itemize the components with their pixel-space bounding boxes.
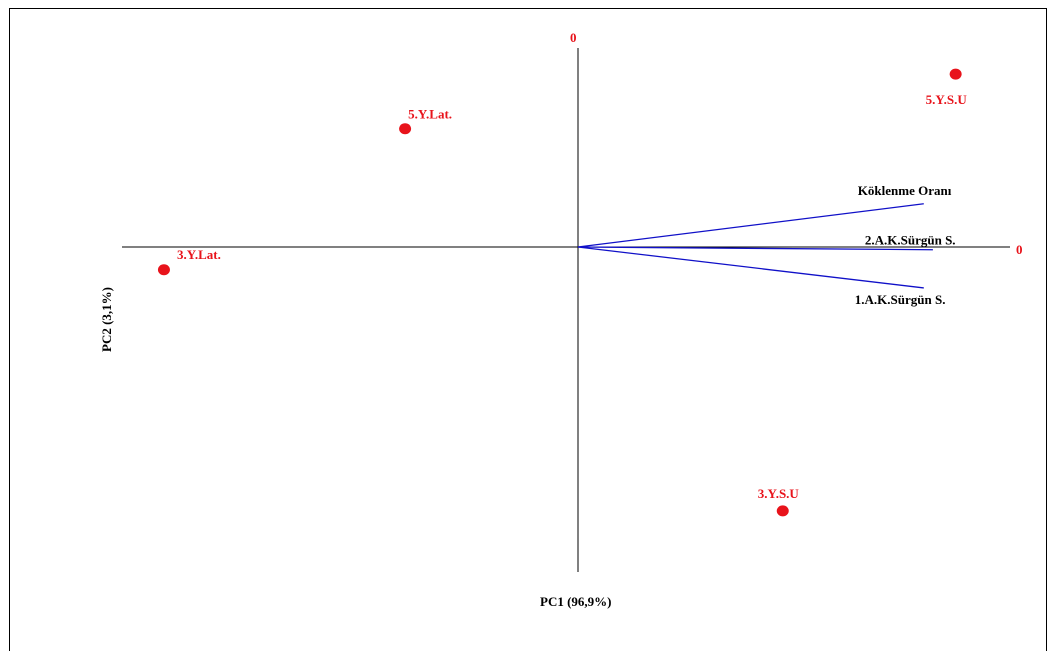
point-label: 3.Y.S.U <box>758 486 800 501</box>
chart-frame <box>9 8 1047 651</box>
loading-vector <box>577 203 924 248</box>
loading-vector <box>577 246 933 251</box>
score-points: 5.Y.Lat. 5.Y.S.U 3.Y.Lat. 3.Y.S.U <box>157 68 968 517</box>
x-axis-label: PC1 (96,9%) <box>540 594 612 609</box>
score-point <box>776 505 789 517</box>
score-point <box>399 123 412 135</box>
vector-label: 1.A.K.Sürgün S. <box>855 292 946 307</box>
x-axis-zero-label: 0 <box>1016 242 1023 257</box>
score-point <box>157 264 170 276</box>
point-label: 5.Y.S.U <box>926 92 968 107</box>
point-label: 5.Y.Lat. <box>408 107 452 122</box>
vector-label: 2.A.K.Sürgün S. <box>865 233 956 248</box>
loading-vectors: Köklenme Oranı 2.A.K.Sürgün S. 1.A.K.Sürgü… <box>577 183 956 307</box>
vector-label: Köklenme Oranı <box>858 183 952 198</box>
point-label: 3.Y.Lat. <box>177 247 221 262</box>
score-point <box>949 68 962 80</box>
y-axis-zero-label: 0 <box>570 30 577 45</box>
y-axis-label: PC2 (3,1%) <box>99 287 114 352</box>
loading-vector <box>577 246 924 289</box>
